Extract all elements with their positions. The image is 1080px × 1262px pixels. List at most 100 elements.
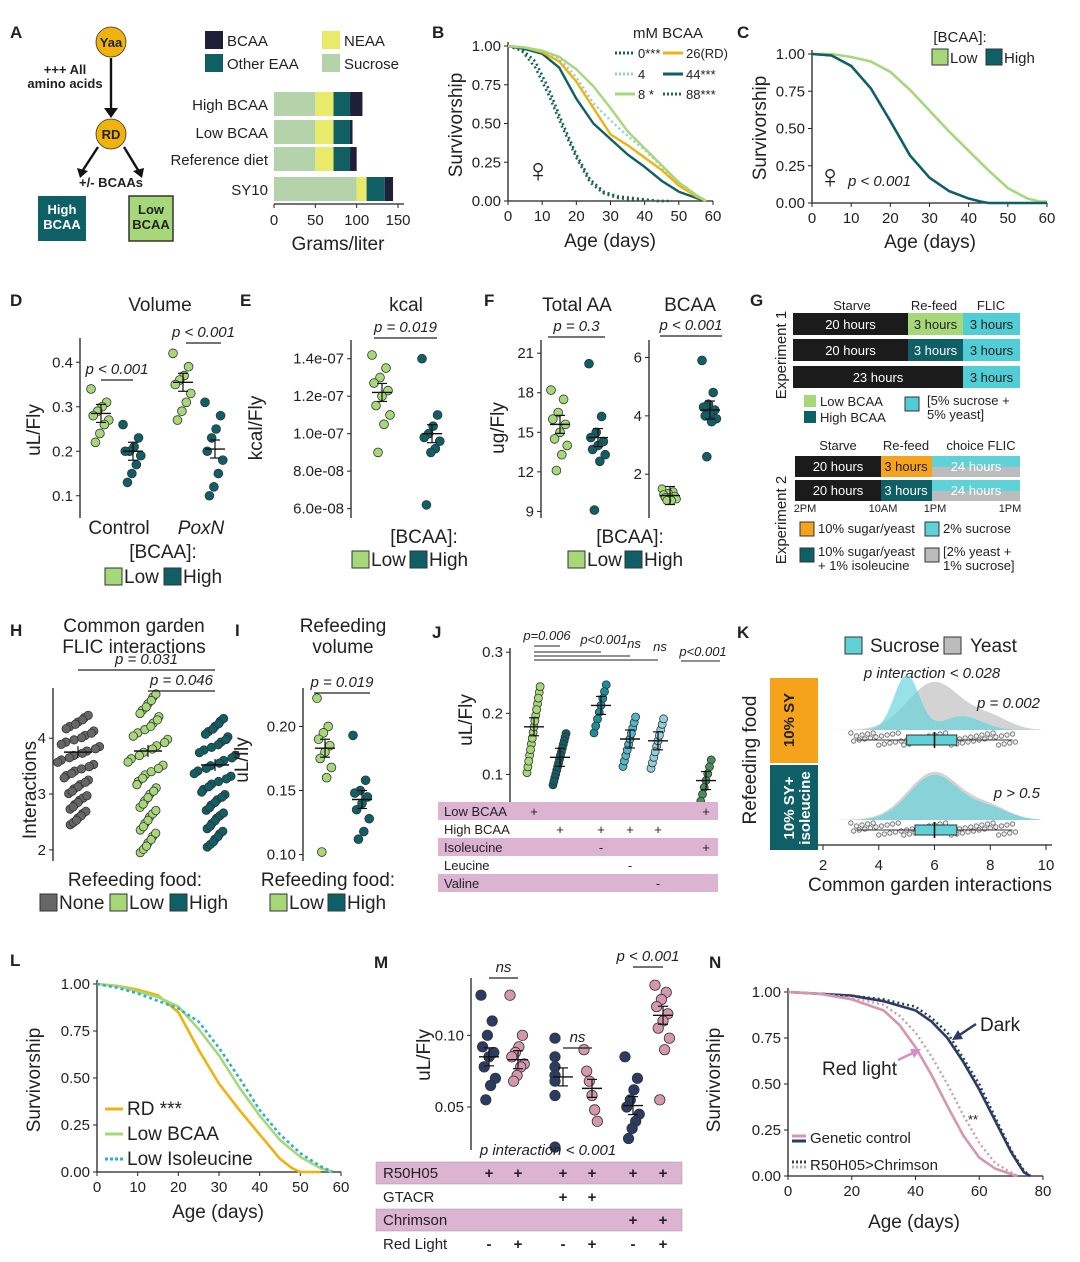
M-g1-point bbox=[516, 1029, 529, 1041]
K-point bbox=[878, 733, 885, 739]
G-exp2-duration: 20 hours bbox=[813, 459, 864, 474]
D-g2-point bbox=[172, 415, 183, 425]
L-x-tick-label: 20 bbox=[170, 1179, 187, 1196]
K-y-label: Refeeding food bbox=[740, 696, 761, 825]
G-exp1-duration: 3 hours bbox=[970, 370, 1014, 385]
H-point bbox=[68, 802, 78, 812]
L-series-line bbox=[96, 982, 334, 1174]
J-g1-point bbox=[549, 776, 559, 786]
arrow-head bbox=[104, 108, 118, 118]
low-bcaa-box-label: Low BCAA bbox=[132, 202, 170, 232]
C-legend-label: High bbox=[1004, 50, 1035, 67]
G-legend-swatch bbox=[799, 547, 815, 563]
K-sucrose-density bbox=[831, 774, 1041, 820]
M-g4-point bbox=[622, 1132, 635, 1145]
J-table-mark: + bbox=[597, 822, 605, 837]
I-low-point bbox=[318, 728, 329, 738]
K-point bbox=[968, 824, 974, 830]
K-row-pvalue: p > 0.5 bbox=[993, 785, 1041, 802]
B-x-tick-label: 30 bbox=[602, 208, 619, 225]
N-arrow-label-dark: Dark bbox=[980, 1015, 1021, 1036]
K-point bbox=[890, 731, 896, 737]
J-table-row-label: Leucine bbox=[444, 858, 490, 873]
K-legend-swatch bbox=[943, 636, 962, 655]
C-series-line bbox=[812, 52, 1047, 203]
B-x-tick-label: 20 bbox=[568, 208, 585, 225]
M-g5-point bbox=[652, 1022, 664, 1034]
M-g3-point bbox=[591, 1115, 603, 1127]
K-point bbox=[884, 822, 890, 828]
C-y-tick-label: 0.25 bbox=[776, 158, 805, 175]
K-point bbox=[970, 828, 977, 834]
G-legend-label: [2% yeast +1% sucrose] bbox=[943, 544, 1015, 573]
stack-bar-neaa bbox=[315, 92, 334, 116]
N-y-tick-label: 0.50 bbox=[752, 1076, 781, 1093]
N-series-line bbox=[787, 990, 1018, 1178]
M-table-mark: + bbox=[588, 1236, 597, 1253]
H-point bbox=[218, 808, 229, 818]
arrow-head bbox=[77, 168, 88, 178]
G-legend-label: 10% sugar/yeast + 1% isoleucine bbox=[818, 544, 915, 573]
G-exp2-segment bbox=[932, 467, 1020, 477]
F-total-high-point bbox=[600, 449, 610, 460]
D-g3-point bbox=[204, 490, 215, 501]
L-x-tick-label: 50 bbox=[292, 1179, 309, 1196]
K-point bbox=[853, 823, 860, 829]
D-g2-point bbox=[181, 397, 192, 408]
G-exp1-segment bbox=[963, 313, 1020, 335]
D-g1-point bbox=[133, 433, 144, 443]
N-x-tick-label: 80 bbox=[1035, 1183, 1052, 1200]
K-point bbox=[878, 823, 885, 829]
F-total-low-point bbox=[549, 434, 560, 444]
C-x-tick-label: 50 bbox=[999, 210, 1016, 227]
K-legend-label: Yeast bbox=[970, 636, 1018, 657]
E-low-point bbox=[375, 372, 385, 383]
H-point bbox=[70, 719, 81, 729]
K-point bbox=[984, 731, 991, 737]
H-point bbox=[56, 739, 66, 749]
H-y-tick-label: 3 bbox=[38, 786, 46, 803]
F-legend-swatch bbox=[624, 550, 643, 569]
H-point bbox=[141, 841, 152, 851]
J-y-tick-label: 0.3 bbox=[482, 644, 503, 661]
M-table-mark: - bbox=[561, 1236, 566, 1253]
M-g4-point bbox=[631, 1072, 644, 1084]
H-point bbox=[82, 791, 92, 801]
K-point bbox=[859, 822, 865, 828]
H-point bbox=[146, 721, 156, 731]
G-exp2-duration: 20 hours bbox=[813, 483, 864, 498]
K-point bbox=[1004, 822, 1010, 828]
N-star: ** bbox=[968, 1112, 978, 1127]
F-total-high-point bbox=[594, 456, 605, 467]
F-legend-label: High bbox=[644, 550, 683, 571]
F-bcaa-pvalue: p < 0.001 bbox=[659, 317, 723, 334]
J-g0-point bbox=[530, 716, 540, 726]
K-point bbox=[982, 826, 988, 832]
D-g0-point bbox=[88, 410, 99, 421]
E-title: kcal bbox=[389, 295, 423, 316]
B-series-line bbox=[507, 44, 707, 203]
M-g4-point bbox=[626, 1122, 638, 1135]
L-legend-label: Low Isoleucine bbox=[127, 1149, 253, 1170]
G-legend-label: High BCAA bbox=[820, 410, 886, 425]
F-title-total: Total AA bbox=[542, 295, 612, 316]
D-g3-point bbox=[217, 455, 228, 465]
G-exp1-duration: 20 hours bbox=[825, 317, 876, 332]
yaa-node bbox=[95, 26, 127, 58]
L-series-line bbox=[96, 982, 334, 1174]
K-point bbox=[982, 736, 988, 742]
K-point bbox=[990, 730, 996, 736]
I-legend-swatch bbox=[269, 893, 288, 912]
stack-legend-swatch bbox=[205, 54, 223, 72]
J-pvalue: ns bbox=[627, 636, 641, 651]
H-legend-title: Refeeding food: bbox=[68, 870, 202, 891]
H-point bbox=[90, 744, 101, 754]
K-row-label: 10% SY+isoleucine bbox=[781, 771, 814, 844]
bcaas-label: +/- BCAAs bbox=[79, 175, 143, 190]
D-y-tick-label: 0.4 bbox=[52, 354, 73, 371]
C-y-tick-label: 1.00 bbox=[776, 46, 805, 63]
H-point bbox=[138, 822, 148, 832]
K-point bbox=[998, 823, 1005, 829]
D-g0-point bbox=[90, 437, 101, 448]
